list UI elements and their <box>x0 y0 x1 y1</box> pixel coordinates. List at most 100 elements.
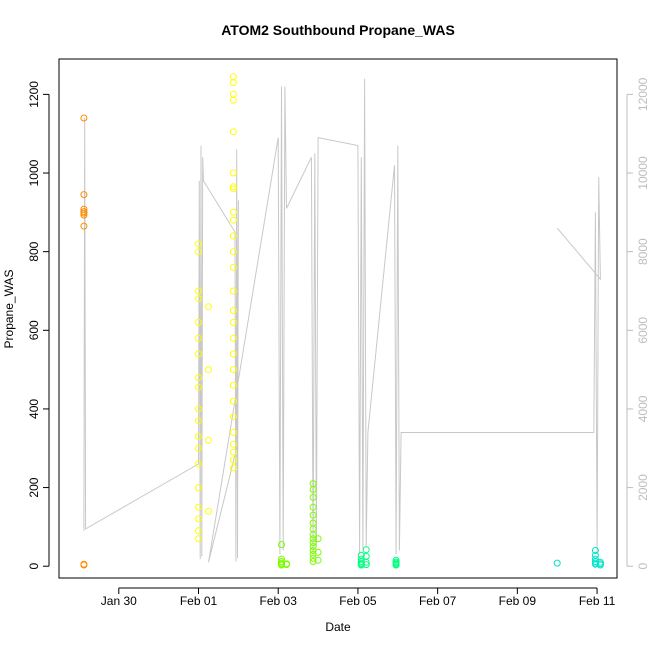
y2-tick-label: 4000 <box>636 395 650 422</box>
series-group-4 <box>357 546 400 569</box>
y2-tick-label: 6000 <box>636 317 650 344</box>
data-point <box>229 128 237 136</box>
data-point <box>591 547 599 554</box>
data-point <box>195 535 202 543</box>
data-point <box>205 303 212 311</box>
data-point <box>229 440 237 448</box>
x-tick-label: Feb 03 <box>260 594 298 608</box>
data-point <box>80 222 88 230</box>
data-point <box>195 433 202 440</box>
data-point <box>283 561 290 569</box>
data-point <box>195 405 202 413</box>
secondary-series-line <box>83 78 601 563</box>
data-point <box>229 287 237 295</box>
data-point <box>229 216 237 224</box>
data-point <box>195 503 202 511</box>
data-point <box>309 511 317 519</box>
y2-axis: 0 2000 4000 6000 8000 10000 12000 <box>626 77 650 570</box>
axes-layer: Jan 30 Feb 01 Feb 03 Feb 05 Feb 07 Feb 09 Feb … <box>27 77 650 608</box>
y-tick-label: 400 <box>27 399 41 419</box>
data-point <box>278 541 285 549</box>
data-point <box>362 546 370 554</box>
data-point <box>80 561 88 569</box>
y2-tick-label: 2000 <box>636 474 650 501</box>
data-point <box>362 558 370 566</box>
data-point <box>309 503 317 511</box>
data-point <box>229 169 237 177</box>
y-tick-label: 1000 <box>27 159 41 186</box>
x-axis: Jan 30 Feb 01 Feb 03 Feb 05 Feb 07 Feb 09 Feb … <box>101 587 616 608</box>
data-point <box>229 366 237 374</box>
data-point <box>229 90 237 98</box>
data-point <box>229 318 237 326</box>
data-point <box>195 240 202 248</box>
data-point <box>195 515 202 523</box>
plot-frame <box>58 58 618 579</box>
data-point <box>314 548 322 556</box>
data-point <box>229 464 237 472</box>
data-point <box>314 556 322 564</box>
data-point <box>229 263 237 271</box>
data-point <box>195 350 202 358</box>
data-point <box>553 559 561 567</box>
data-point <box>229 381 237 389</box>
data-point <box>596 561 604 569</box>
data-point <box>229 448 237 456</box>
data-point <box>392 561 400 569</box>
y-tick-label: 0 <box>27 563 41 570</box>
data-point <box>205 436 212 444</box>
data-point <box>309 535 317 543</box>
data-point <box>309 486 317 493</box>
data-point <box>229 96 237 104</box>
plot-border <box>58 58 618 579</box>
data-point <box>309 539 317 547</box>
y2-tick-label: 0 <box>636 563 650 570</box>
data-point <box>80 114 88 122</box>
data-point <box>195 318 202 326</box>
data-point <box>195 295 202 303</box>
x-tick-label: Feb 07 <box>419 594 457 608</box>
data-point <box>195 287 202 295</box>
x-tick-label: Jan 30 <box>101 594 137 608</box>
data-point <box>362 561 370 569</box>
y-tick-label: 1200 <box>27 81 41 108</box>
y-tick-label: 600 <box>27 320 41 340</box>
data-point <box>278 561 285 569</box>
points-layer <box>80 73 604 569</box>
data-point <box>80 211 88 219</box>
y-axis: 0 200 400 600 800 1000 1200 <box>27 81 50 570</box>
data-point <box>309 543 317 550</box>
x-tick-label: Feb 01 <box>180 594 218 608</box>
data-point <box>195 383 202 391</box>
data-point <box>591 555 599 563</box>
x-tick-label: Feb 09 <box>499 594 537 608</box>
data-point <box>229 232 237 240</box>
data-point <box>195 334 202 342</box>
data-point <box>309 558 317 565</box>
x-tick-label: Feb 11 <box>579 594 616 608</box>
data-point <box>195 460 202 468</box>
data-point <box>205 507 212 515</box>
y2-tick-label: 12000 <box>636 77 650 111</box>
x-tick-label: Feb 05 <box>339 594 377 608</box>
data-point <box>229 208 237 216</box>
y-axis-title: Propane_WAS <box>2 270 16 349</box>
data-point <box>229 429 237 436</box>
data-point <box>229 307 237 315</box>
data-point <box>229 248 237 256</box>
data-point <box>195 374 202 381</box>
data-point <box>229 397 237 405</box>
series-group-1 <box>80 114 88 569</box>
data-point <box>229 183 237 191</box>
y2-tick-label: 8000 <box>636 238 650 265</box>
data-point <box>195 444 202 452</box>
data-point <box>195 484 202 492</box>
data-point <box>229 334 237 342</box>
series-group-2 <box>195 73 237 543</box>
data-point <box>80 191 88 199</box>
x-axis-title: Date <box>325 620 351 634</box>
data-point <box>229 456 237 464</box>
data-point <box>229 350 237 358</box>
data-point <box>229 79 237 87</box>
